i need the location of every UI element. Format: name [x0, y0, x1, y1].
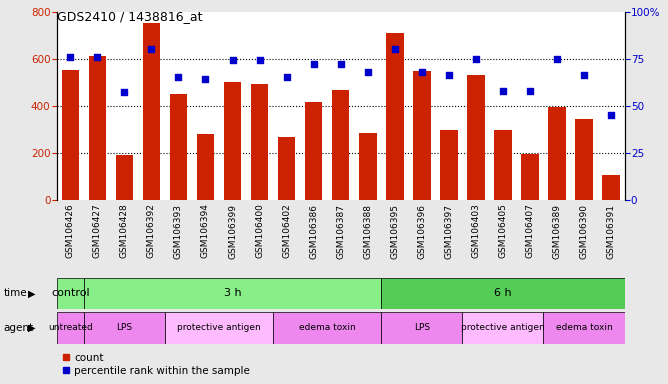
Point [146, 46, 157, 52]
Text: GSM106388: GSM106388 [363, 204, 372, 258]
Bar [84, 278, 381, 309]
Text: GSM106389: GSM106389 [552, 204, 562, 258]
Point [200, 76, 211, 82]
Legend: count, percentile rank within the sample: count, percentile rank within the sample [62, 353, 251, 376]
Text: protective antigen: protective antigen [461, 323, 545, 333]
Text: GSM106399: GSM106399 [228, 204, 237, 258]
Point [470, 55, 481, 61]
Bar [521, 154, 538, 200]
Bar [413, 71, 431, 200]
Point [119, 89, 130, 96]
Point [255, 57, 265, 63]
Text: GSM106405: GSM106405 [498, 204, 508, 258]
Bar [332, 90, 349, 200]
Text: GSM106394: GSM106394 [201, 204, 210, 258]
Bar [386, 33, 403, 200]
Text: edema toxin: edema toxin [556, 323, 613, 333]
Bar [250, 84, 269, 200]
Bar [84, 312, 165, 344]
Bar [273, 312, 381, 344]
Text: time: time [3, 288, 27, 298]
Text: GSM106386: GSM106386 [309, 204, 318, 258]
Text: GDS2410 / 1438816_at: GDS2410 / 1438816_at [57, 10, 202, 23]
Bar [165, 312, 273, 344]
Text: untreated: untreated [48, 323, 93, 333]
Text: 6 h: 6 h [494, 288, 512, 298]
Text: ▶: ▶ [28, 288, 35, 298]
Point [227, 57, 238, 63]
Bar [381, 278, 625, 309]
Text: LPS: LPS [116, 323, 132, 333]
Bar [603, 175, 620, 200]
Text: GSM106426: GSM106426 [66, 204, 75, 258]
Bar [61, 70, 79, 200]
Point [552, 55, 562, 61]
Bar [57, 312, 84, 344]
Text: GSM106390: GSM106390 [580, 204, 589, 258]
Text: GSM106403: GSM106403 [472, 204, 480, 258]
Text: 3 h: 3 h [224, 288, 241, 298]
Text: GSM106397: GSM106397 [444, 204, 454, 258]
Bar [548, 107, 566, 200]
Bar [467, 75, 485, 200]
Text: ▶: ▶ [28, 323, 35, 333]
Bar [196, 134, 214, 200]
Text: GSM106396: GSM106396 [418, 204, 426, 258]
Text: LPS: LPS [413, 323, 430, 333]
Bar [278, 137, 295, 200]
Text: GSM106407: GSM106407 [526, 204, 534, 258]
Bar [381, 312, 462, 344]
Bar [494, 130, 512, 200]
Point [578, 73, 589, 79]
Bar [359, 132, 377, 200]
Point [416, 69, 427, 75]
Point [389, 46, 400, 52]
Text: GSM106391: GSM106391 [607, 204, 615, 258]
Bar [116, 155, 133, 200]
Point [92, 54, 103, 60]
Point [444, 73, 454, 79]
Point [65, 54, 75, 60]
Point [309, 61, 319, 67]
Text: GSM106400: GSM106400 [255, 204, 264, 258]
Point [362, 69, 373, 75]
Point [281, 74, 292, 81]
Bar [143, 23, 160, 200]
Bar [57, 278, 84, 309]
Bar [440, 130, 458, 200]
Bar [89, 56, 106, 200]
Point [498, 88, 508, 94]
Point [173, 74, 184, 81]
Bar [575, 119, 593, 200]
Text: agent: agent [3, 323, 33, 333]
Bar [170, 94, 187, 200]
Point [606, 112, 617, 118]
Text: protective antigen: protective antigen [177, 323, 261, 333]
Bar [462, 312, 544, 344]
Point [335, 61, 346, 67]
Text: GSM106395: GSM106395 [390, 204, 399, 258]
Point [524, 88, 535, 94]
Text: GSM106428: GSM106428 [120, 204, 129, 258]
Bar [305, 102, 323, 200]
Bar [544, 312, 625, 344]
Bar [224, 82, 241, 200]
Text: edema toxin: edema toxin [299, 323, 355, 333]
Text: GSM106393: GSM106393 [174, 204, 183, 258]
Text: GSM106402: GSM106402 [282, 204, 291, 258]
Text: GSM106392: GSM106392 [147, 204, 156, 258]
Text: control: control [51, 288, 90, 298]
Text: GSM106387: GSM106387 [336, 204, 345, 258]
Text: GSM106427: GSM106427 [93, 204, 102, 258]
